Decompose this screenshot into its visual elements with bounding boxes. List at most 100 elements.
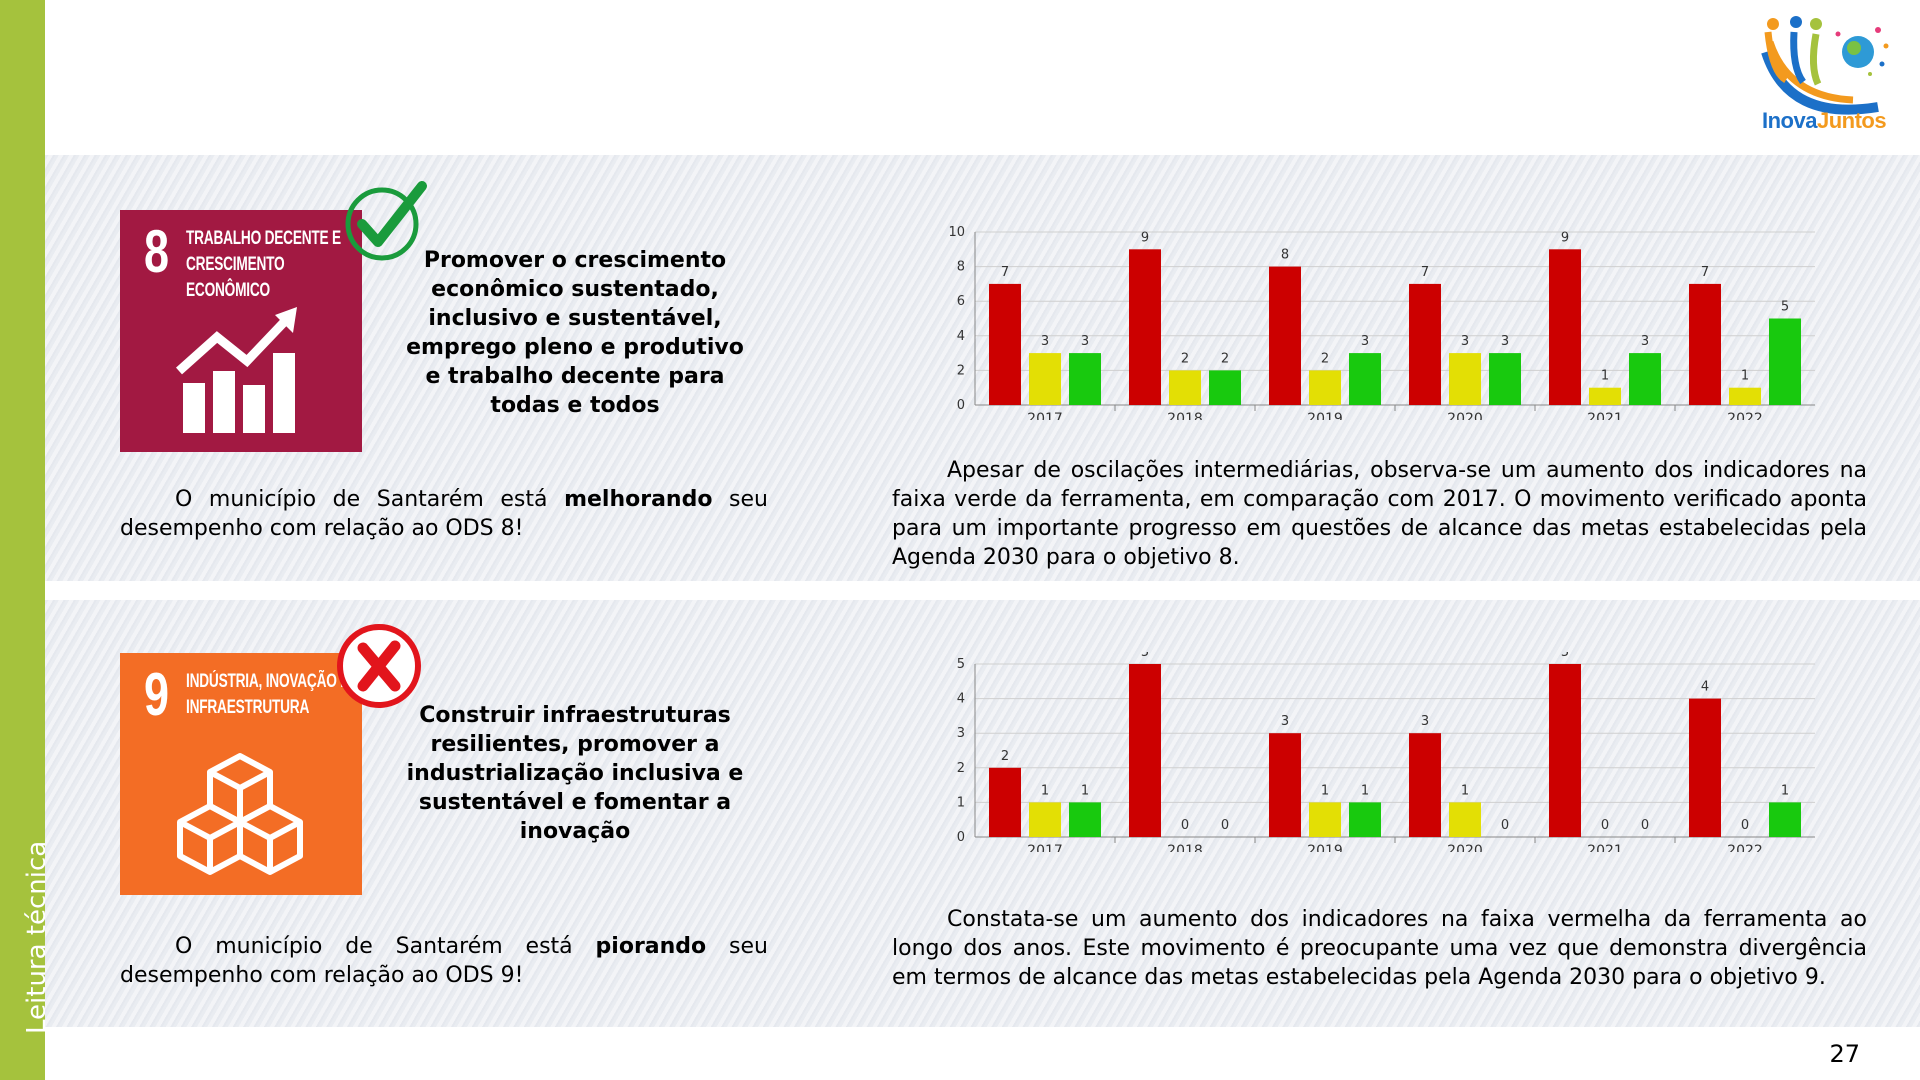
data-label: 3 bbox=[1641, 334, 1649, 349]
ods8-status: O município de Santarém está melhorando … bbox=[120, 487, 768, 541]
bar bbox=[1769, 318, 1801, 405]
data-label: 3 bbox=[1041, 334, 1049, 349]
bar bbox=[1769, 802, 1801, 837]
bar bbox=[1729, 387, 1761, 405]
sdg9-number: 9 bbox=[144, 661, 170, 728]
y-tick-label: 10 bbox=[948, 225, 965, 240]
bar bbox=[989, 767, 1021, 837]
bar bbox=[1409, 283, 1441, 405]
data-label: 3 bbox=[1421, 714, 1429, 729]
bar bbox=[1129, 249, 1161, 405]
data-label: 0 bbox=[1641, 818, 1649, 833]
page-number: 27 bbox=[1829, 1040, 1860, 1068]
y-tick-label: 1 bbox=[957, 795, 965, 810]
x-tick-label: 2017 bbox=[1027, 411, 1063, 420]
status-word: melhorando bbox=[564, 487, 713, 512]
sdg8-tile: 8 TRABALHO DECENTE E CRESCIMENTO ECONÔMI… bbox=[120, 210, 362, 452]
data-label: 3 bbox=[1081, 334, 1089, 349]
bar bbox=[1029, 802, 1061, 837]
data-label: 0 bbox=[1741, 818, 1749, 833]
bar bbox=[1309, 802, 1341, 837]
data-label: 3 bbox=[1281, 714, 1289, 729]
data-label: 8 bbox=[1281, 248, 1289, 263]
x-tick-label: 2021 bbox=[1587, 411, 1623, 420]
ods9-status: O município de Santarém está piorando se… bbox=[120, 934, 768, 988]
bar bbox=[1489, 353, 1521, 405]
bar bbox=[1549, 249, 1581, 405]
x-tick-label: 2022 bbox=[1727, 843, 1763, 852]
data-label: 1 bbox=[1361, 783, 1369, 798]
bar bbox=[1409, 733, 1441, 837]
ods9-analysis: Constata-se um aumento dos indicadores n… bbox=[892, 907, 1867, 990]
data-label: 1 bbox=[1781, 783, 1789, 798]
y-tick-label: 2 bbox=[957, 761, 965, 776]
y-tick-label: 8 bbox=[957, 260, 965, 275]
data-label: 0 bbox=[1181, 818, 1189, 833]
data-label: 3 bbox=[1501, 334, 1509, 349]
bar bbox=[1629, 353, 1661, 405]
x-tick-label: 2017 bbox=[1027, 843, 1063, 852]
status-word: piorando bbox=[595, 934, 707, 959]
x-tick-label: 2018 bbox=[1167, 411, 1203, 420]
data-label: 0 bbox=[1601, 818, 1609, 833]
y-tick-label: 3 bbox=[957, 726, 965, 741]
ods9-chart: 0 1 2 3 4 5 2 1 1 2017 5 0 0 2018 3 1 1 2019 3 1 0 2020 5 0 0 202… bbox=[957, 652, 1815, 852]
data-label: 2 bbox=[1181, 351, 1189, 366]
bar bbox=[1129, 664, 1161, 837]
bar bbox=[1689, 283, 1721, 405]
y-tick-label: 0 bbox=[957, 830, 965, 845]
cubes-icon bbox=[177, 753, 303, 875]
x-tick-label: 2019 bbox=[1307, 843, 1343, 852]
bar bbox=[1689, 698, 1721, 837]
data-label: 2 bbox=[1001, 749, 1009, 764]
data-label: 5 bbox=[1141, 652, 1149, 660]
y-tick-label: 5 bbox=[957, 657, 965, 672]
data-label: 1 bbox=[1601, 369, 1609, 384]
x-tick-label: 2018 bbox=[1167, 843, 1203, 852]
data-label: 1 bbox=[1461, 783, 1469, 798]
data-label: 7 bbox=[1001, 265, 1009, 280]
data-label: 0 bbox=[1501, 818, 1509, 833]
data-label: 1 bbox=[1041, 783, 1049, 798]
ods8-goal: Promover o crescimento econômico sustent… bbox=[406, 248, 744, 418]
ods9-goal: Construir infraestruturas resilientes, p… bbox=[406, 703, 744, 844]
bar bbox=[1269, 733, 1301, 837]
sdg9-title: INDÚSTRIA, INOVAÇÃO E INFRAESTRUTURA bbox=[186, 671, 350, 718]
x-tick-label: 2019 bbox=[1307, 411, 1343, 420]
sdg8-title: TRABALHO DECENTE E CRESCIMENTO ECONÔMICO bbox=[186, 228, 341, 301]
x-tick-label: 2021 bbox=[1587, 843, 1623, 852]
x-tick-label: 2020 bbox=[1447, 843, 1483, 852]
bar bbox=[1029, 353, 1061, 405]
bar bbox=[1549, 664, 1581, 837]
data-label: 2 bbox=[1221, 351, 1229, 366]
data-label: 9 bbox=[1141, 230, 1149, 245]
bar bbox=[1069, 353, 1101, 405]
ods8-chart: 0 2 4 6 8 10 7 3 3 2017 9 2 2 2018 8 2 3 2019 7 3 3 2020 9 1 3 20… bbox=[948, 225, 1815, 420]
bar bbox=[1069, 802, 1101, 837]
bar bbox=[1169, 370, 1201, 405]
data-label: 0 bbox=[1221, 818, 1229, 833]
growth-chart-icon bbox=[175, 307, 297, 433]
bar bbox=[1449, 353, 1481, 405]
sidebar: Leitura técnica bbox=[0, 0, 52, 1080]
data-label: 9 bbox=[1561, 230, 1569, 245]
bar bbox=[989, 283, 1021, 405]
data-label: 4 bbox=[1701, 680, 1709, 695]
bar bbox=[1349, 802, 1381, 837]
y-tick-label: 2 bbox=[957, 363, 965, 378]
data-label: 7 bbox=[1701, 265, 1709, 280]
data-label: 3 bbox=[1361, 334, 1369, 349]
y-tick-label: 4 bbox=[957, 329, 965, 344]
bar bbox=[1449, 802, 1481, 837]
data-label: 1 bbox=[1321, 783, 1329, 798]
inovajuntos-logo bbox=[1761, 16, 1889, 115]
y-tick-label: 4 bbox=[957, 692, 965, 707]
ods8-analysis: Apesar de oscilações intermediárias, obs… bbox=[892, 458, 1867, 570]
data-label: 1 bbox=[1741, 369, 1749, 384]
data-label: 7 bbox=[1421, 265, 1429, 280]
bar bbox=[1209, 370, 1241, 405]
logo-text: InovaJuntos bbox=[1762, 108, 1887, 133]
x-tick-label: 2020 bbox=[1447, 411, 1483, 420]
bar bbox=[1589, 387, 1621, 405]
cross-icon bbox=[337, 624, 421, 708]
